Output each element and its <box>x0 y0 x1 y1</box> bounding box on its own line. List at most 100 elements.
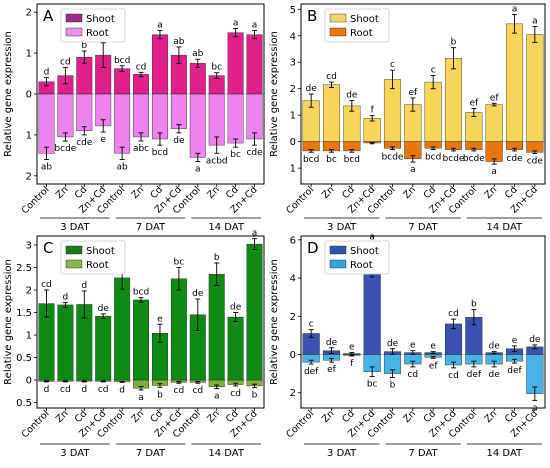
shoot-letter: de <box>489 342 501 352</box>
shoot-letter: ab <box>192 49 204 59</box>
x-tick-label: Zn <box>130 184 147 201</box>
bar-shoot <box>133 74 149 95</box>
panel-letter: D <box>307 239 319 257</box>
shoot-letter: a <box>512 5 518 15</box>
y-tick-label: 2 <box>290 312 296 323</box>
shoot-letter: b <box>451 38 457 48</box>
legend-label-shoot: Shoot <box>86 246 115 257</box>
bar-shoot <box>444 58 463 142</box>
y-tick-label: 3 <box>290 58 296 69</box>
root-letter: cde <box>246 148 263 158</box>
root-letter: acbd <box>206 156 228 166</box>
root-letter: cd <box>192 386 203 396</box>
bar-root <box>57 93 74 138</box>
shoot-letter: b <box>81 41 87 51</box>
x-tick-label: Control <box>284 408 316 440</box>
group-label: 3 DAT <box>327 448 357 459</box>
group-label: 3 DAT <box>60 222 90 233</box>
panel-letter: C <box>43 239 53 257</box>
shoot-letter: cd <box>136 62 147 72</box>
shoot-letter: e <box>157 314 163 324</box>
y-tick-label: 2 <box>290 388 296 399</box>
bar-root <box>76 93 93 132</box>
y-tick-label: 1 <box>290 164 296 175</box>
x-tick-label: Zn <box>401 408 418 425</box>
shoot-letter: b <box>214 253 220 263</box>
x-tick-label: Zn <box>54 184 71 201</box>
y-tick-label: 0 <box>290 137 296 148</box>
root-letter: bcd <box>303 155 319 165</box>
bar-root <box>170 93 187 129</box>
bar-shoot <box>189 63 206 95</box>
x-tick-label: Zn <box>205 184 222 201</box>
root-letter: bcde <box>54 144 76 154</box>
legend-swatch-shoot <box>329 245 347 255</box>
root-letter: cd <box>60 385 71 395</box>
x-tick-label: Zn <box>54 408 71 425</box>
root-letter: f <box>350 359 354 369</box>
bar-shoot <box>246 34 263 95</box>
bar-shoot <box>485 104 503 142</box>
group-label: 7 DAT <box>408 222 438 233</box>
panel-letter: B <box>307 7 317 25</box>
root-letter: cd <box>230 389 241 399</box>
shoot-letter: d <box>44 68 50 78</box>
x-tick-label: Zn <box>130 408 147 425</box>
root-letter: bcde <box>463 154 485 164</box>
bar-shoot <box>227 316 244 381</box>
bar-shoot <box>152 34 168 95</box>
group-label: 7 DAT <box>136 448 166 459</box>
root-letter: cde <box>76 138 93 148</box>
shoot-letter: e <box>349 343 355 353</box>
group-label: 7 DAT <box>136 222 166 233</box>
root-letter: d <box>44 385 50 395</box>
shoot-letter: e <box>410 341 416 351</box>
shoot-letter: b <box>471 300 477 310</box>
shoot-letter: de <box>326 338 338 348</box>
bar-root <box>246 93 263 140</box>
plot-frame <box>300 235 546 409</box>
root-letter: b <box>252 391 258 401</box>
group-label: 7 DAT <box>408 448 438 459</box>
bar-shoot <box>363 118 381 142</box>
x-tick-label: Zn <box>401 184 418 201</box>
x-tick-label: Control <box>284 184 316 216</box>
y-tick-label: 2.5 <box>16 263 32 274</box>
root-letter: bcd <box>344 155 360 165</box>
x-tick-label: Zn <box>483 184 500 201</box>
bar-root <box>114 93 131 154</box>
y-tick-label: 0.5 <box>16 398 32 409</box>
root-letter: ab <box>117 162 129 172</box>
legend-swatch-root <box>65 27 83 37</box>
root-letter: de <box>489 370 501 380</box>
legend-label-shoot: Shoot <box>350 246 379 257</box>
shoot-letter: c <box>431 65 436 75</box>
bar-shoot <box>505 23 524 142</box>
y-axis-label: Relative gene expression <box>3 259 14 385</box>
panel-c: 0.5 0 0.5 1 1.5 2 2.5 3 Relative gene expression… <box>3 229 265 459</box>
shoot-letter: c <box>309 320 314 330</box>
root-letter: ef <box>429 361 439 371</box>
panel-letter: A <box>43 7 54 25</box>
bar-shoot <box>526 34 544 142</box>
shoot-letter: a <box>532 17 538 27</box>
x-tick-label: Zn <box>320 184 337 201</box>
shoot-letter: a <box>233 19 239 29</box>
root-letter: a <box>195 165 201 175</box>
shoot-letter: a <box>252 229 258 239</box>
bar-shoot <box>95 315 112 381</box>
legend-label-root: Root <box>86 260 109 271</box>
y-axis-label: Relative gene expression <box>3 31 14 157</box>
shoot-letter: a <box>252 21 258 31</box>
shoot-letter: d <box>81 281 87 291</box>
shoot-letter: bc <box>174 258 185 268</box>
bar-shoot <box>114 277 131 381</box>
bar-shoot <box>246 243 263 381</box>
group-label: 14 DAT <box>487 222 523 233</box>
root-letter: a <box>138 393 144 403</box>
legend-label-root: Root <box>86 28 109 39</box>
y-tick-label: 0 <box>26 376 32 387</box>
legend-swatch-root <box>329 259 347 269</box>
bar-root <box>38 93 55 154</box>
